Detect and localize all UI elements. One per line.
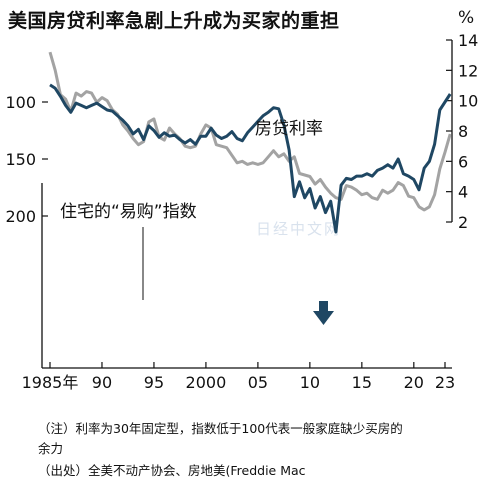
series-group bbox=[48, 51, 452, 234]
note-line-2: 余力 bbox=[38, 441, 64, 456]
annotation-mortgage-rate: 房贷利率 bbox=[255, 119, 323, 139]
right-axis-tick-label: 4 bbox=[458, 183, 468, 202]
chart-title: 美国房贷利率急剧上升成为买家的重担 bbox=[8, 10, 340, 32]
left-axis-tick-label: 150 bbox=[5, 150, 36, 169]
x-axis-tick-label: 2000 bbox=[186, 373, 227, 392]
x-axis-tick-label: 20 bbox=[404, 373, 424, 392]
right-axis-unit: % bbox=[458, 8, 475, 28]
left-axis-tick-label: 100 bbox=[5, 93, 36, 112]
right-axis-tick-label: 6 bbox=[458, 152, 468, 171]
x-axis-tick-label: 10 bbox=[300, 373, 320, 392]
down-arrow-icon bbox=[313, 301, 334, 325]
x-axis-tick-label: 05 bbox=[248, 373, 268, 392]
watermark: 日经中文网 bbox=[256, 220, 342, 238]
series-line-affordability-index bbox=[49, 83, 452, 234]
x-axis-tick-label: 23 bbox=[435, 373, 455, 392]
right-axis-tick-label: 2 bbox=[458, 213, 468, 232]
labels-group: 100 150 200 2 4 6 8 10 12 14 1985年 90 95 2000 05 10 15 20… bbox=[5, 31, 478, 392]
right-axis-tick-label: 12 bbox=[458, 61, 478, 80]
left-axis-tick-label: 200 bbox=[5, 207, 36, 226]
x-axis-tick-label: 90 bbox=[92, 373, 112, 392]
source-line: （出处）全美不动产协会、房地美(Freddie Mac bbox=[38, 463, 306, 478]
annotation-affordability-index: 住宅的“易购”指数 bbox=[60, 202, 197, 222]
x-axis-tick-label: 15 bbox=[352, 373, 372, 392]
right-axis-tick-label: 14 bbox=[458, 31, 478, 50]
x-axis-tick-label: 1985年 bbox=[22, 373, 79, 392]
right-axis-tick-label: 8 bbox=[458, 122, 468, 141]
x-axis-tick-label: 95 bbox=[144, 373, 164, 392]
note-line-1: （注）利率为30年固定型，指数低于100代表一般家庭缺少买房的 bbox=[38, 421, 403, 436]
axes-group bbox=[41, 39, 453, 369]
right-axis-tick-label: 10 bbox=[458, 92, 478, 111]
